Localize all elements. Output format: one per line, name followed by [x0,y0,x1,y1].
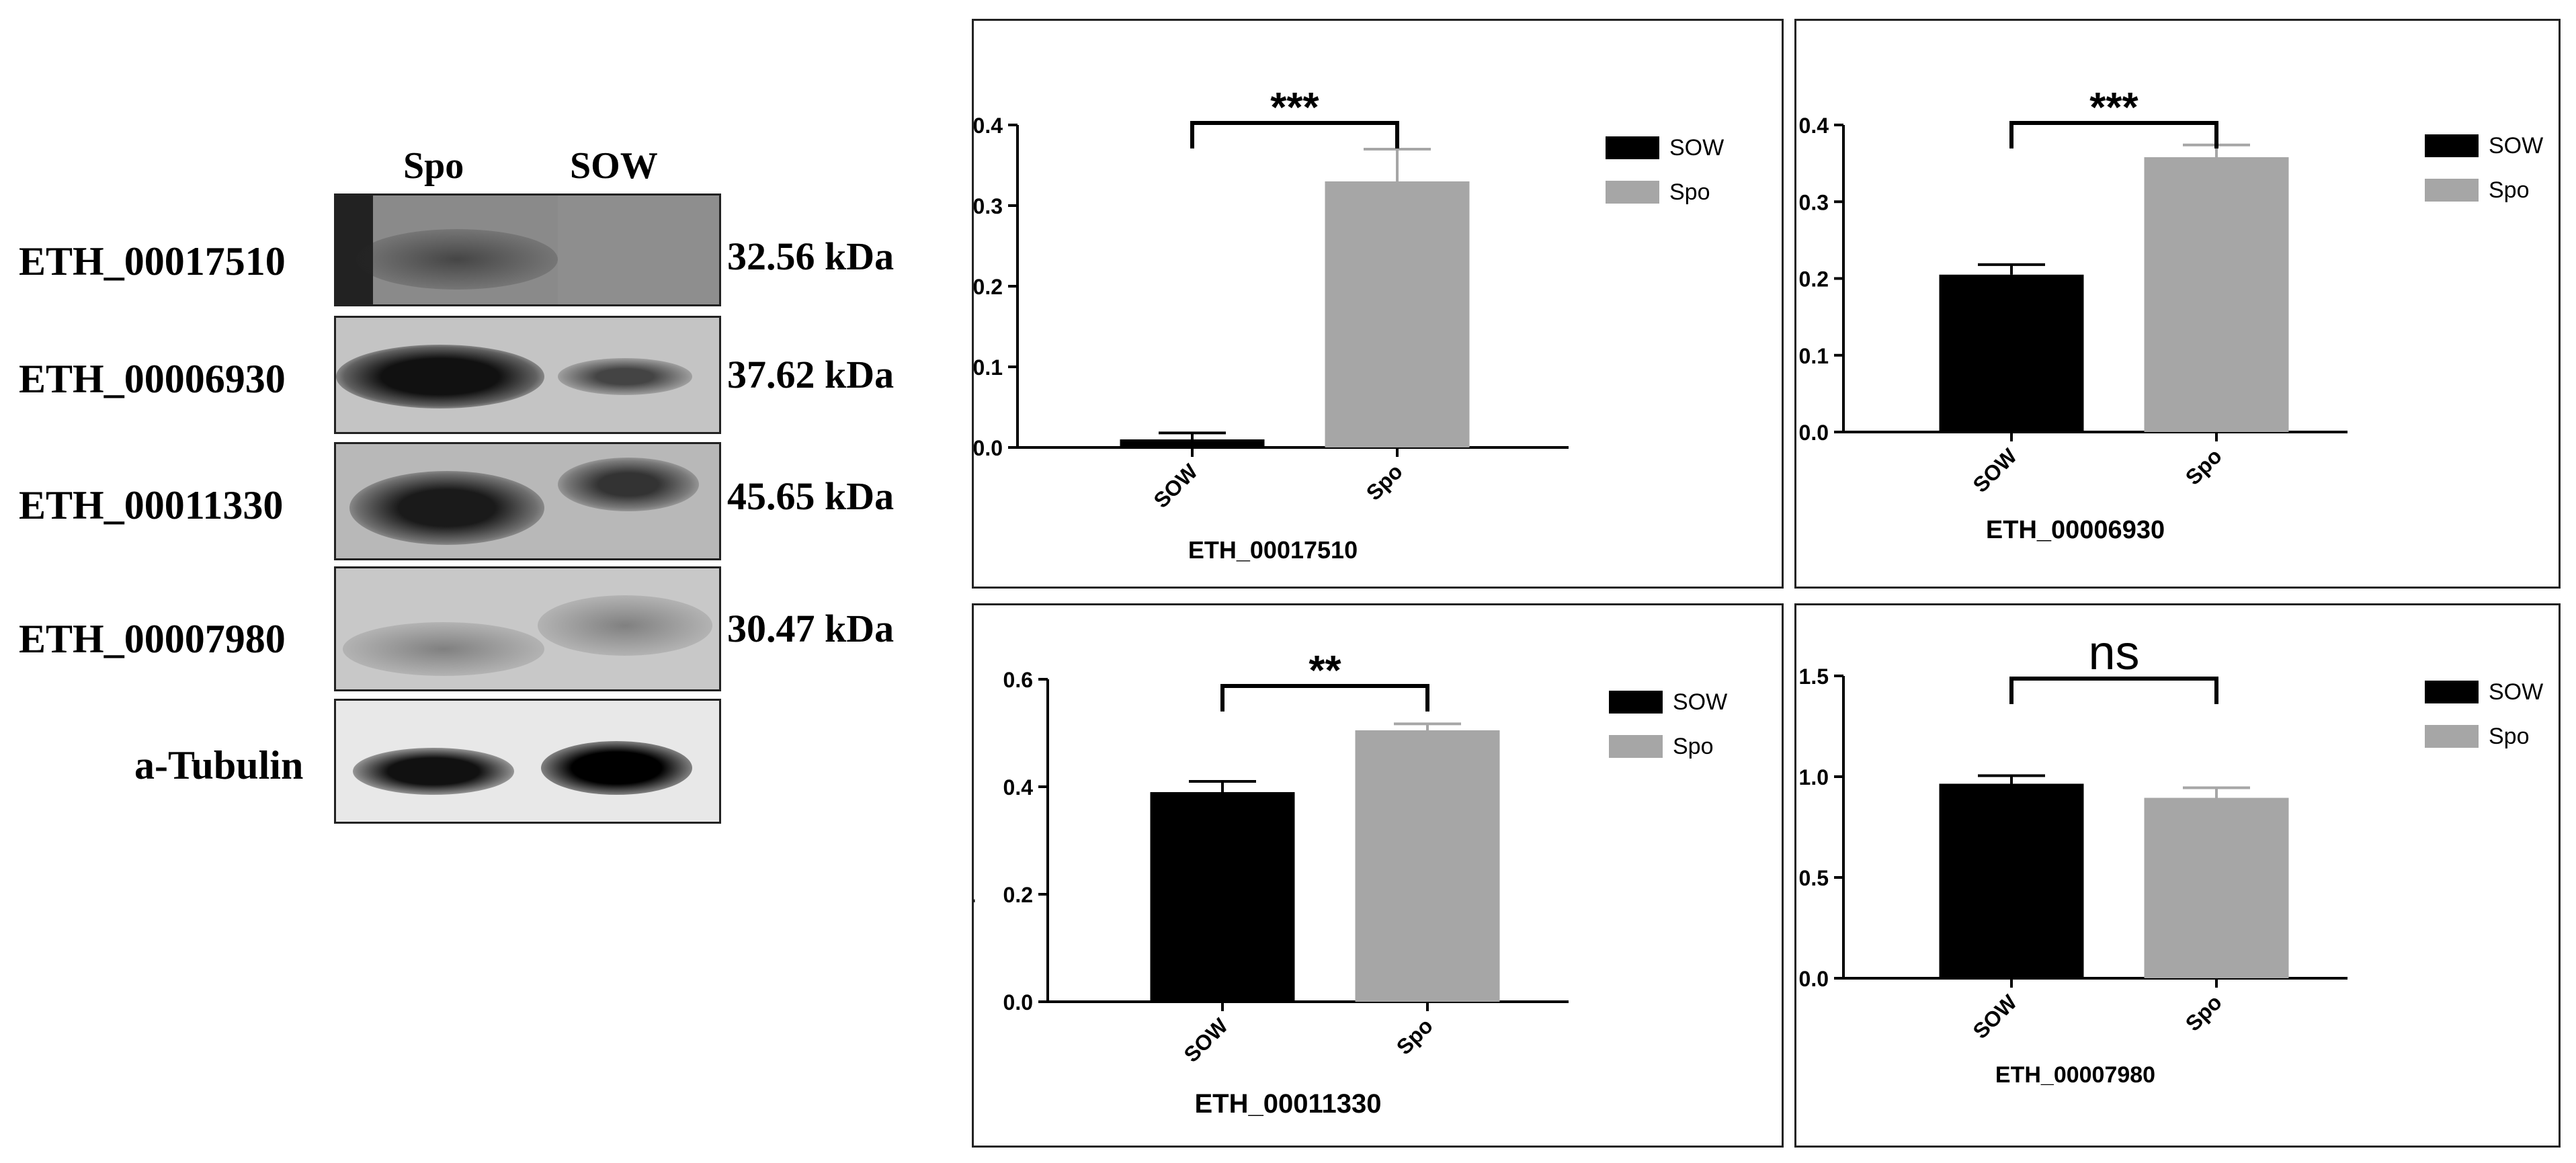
legend-label-spo: Spo [2489,177,2530,203]
lane-label-sow: SOW [570,145,658,187]
legend-swatch-sow [1609,691,1663,714]
y-tick-label: 1.5 [1799,664,1829,689]
legend-label-sow: SOW [1669,135,1724,161]
y-tick-label: 0.2 [974,275,1003,299]
bar-sow [1939,783,2084,978]
x-tick-label: Spo [2181,990,2227,1035]
x-tick-label: SOW [1968,443,2022,497]
bar-chart-eth-00006930: 0.00.10.20.30.4relative expression of tr… [1799,85,2544,544]
chart-panel-2: 0.00.10.20.30.4relative expression of tr… [1794,19,2561,589]
legend-label-spo: Spo [1673,734,1714,759]
x-tick-label: Spo [2181,443,2227,489]
blot-band-row-5 [334,699,721,824]
lane-label-spo: Spo [403,145,464,187]
y-tick-label: 0.0 [1799,421,1829,445]
bar-sow [1939,274,2084,432]
legend-label-sow: SOW [2489,679,2543,705]
blot-band-row-4 [334,566,721,691]
y-tick-label: 0.1 [1799,344,1829,368]
y-tick-label: 0.3 [1799,190,1829,214]
significance-label: ns [2088,626,2139,680]
bar-spo [2144,157,2289,433]
kda-label-1: 32.56 kDa [727,234,895,278]
kda-label-2: 37.62 kDa [727,353,895,396]
x-axis-label: ETH_00011330 [1194,1089,1381,1119]
y-tick-label: 0.2 [1799,267,1829,292]
bar-chart-eth-00007980: 0.00.51.01.5relative expression of trans… [1799,626,2544,1088]
bar-spo [1355,730,1500,1002]
bar-spo [2144,798,2289,978]
x-axis-label: ETH_00006930 [1986,516,2165,544]
chart-panel-3: 0.0 0.2 0.4 0.6 relative expression of trans… [972,603,1784,1148]
legend-label-spo: Spo [1669,179,1710,205]
protein-label-2: ETH_00006930 [19,357,286,401]
y-tick-label: 0.0 [1003,990,1033,1015]
legend-swatch-sow [2425,134,2479,157]
legend-swatch-spo [2425,725,2479,748]
legend-label-sow: SOW [2489,133,2543,159]
bar-chart-eth-00017510: 0.00.10.20.30.4relative expression of tr… [974,85,1724,564]
legend-label-spo: Spo [2489,724,2530,749]
chart-panel-4: 0.00.51.01.5relative expression of trans… [1794,603,2561,1148]
significance-label: *** [2089,85,2138,131]
bar-sow [1150,792,1295,1002]
y-tick-label: 0.4 [974,114,1003,138]
significance-label: ** [1308,648,1341,694]
y-tick-label: 0.0 [1799,967,1829,991]
x-tick-label: SOW [1968,990,2022,1043]
legend-swatch-spo [2425,179,2479,202]
blot-band-row-1 [334,193,721,306]
y-axis-label: relative expression of translation [974,672,975,1009]
kda-label-3: 45.65 kDa [727,474,895,518]
y-tick-label: 0.1 [974,355,1003,380]
kda-label-4: 30.47 kDa [727,607,895,650]
significance-bracket [2009,121,2218,148]
significance-bracket [1190,121,1399,148]
legend-swatch-spo [1606,181,1659,204]
y-tick-label: 0.6 [1003,668,1033,692]
y-tick-label: 0.4 [1799,114,1829,138]
significance-label: *** [1270,85,1319,131]
bar-chart-eth-00011330: 0.0 0.2 0.4 0.6 relative expression of trans… [974,648,1727,1119]
legend-swatch-sow [2425,681,2479,703]
x-tick-label: SOW [1179,1013,1233,1067]
legend-swatch-spo [1609,735,1663,758]
x-tick-label: SOW [1149,459,1202,513]
y-tick-label: 0.3 [974,194,1003,218]
significance-bracket [2009,677,2218,704]
y-tick-label: 0.0 [974,436,1003,460]
x-axis-label: ETH_00017510 [1188,536,1358,564]
blot-band-row-3 [334,442,721,560]
protein-label-5: a-Tubulin [134,743,304,787]
y-tick-label: 1.0 [1799,765,1829,789]
protein-label-1: ETH_00017510 [19,239,286,284]
protein-label-4: ETH_00007980 [19,617,286,661]
y-tick-label: 0.5 [1799,866,1829,890]
x-tick-label: Spo [1362,459,1407,505]
bar-spo [1325,181,1470,447]
chart-panel-1: 0.00.10.20.30.4relative expression of tr… [972,19,1784,589]
x-axis-label: ETH_00007980 [1995,1062,2155,1088]
legend-label-sow: SOW [1673,689,1727,715]
x-tick-label: Spo [1392,1013,1438,1059]
bar-sow [1120,439,1265,447]
y-tick-label: 0.2 [1003,883,1033,907]
significance-bracket [1220,684,1429,712]
protein-label-3: ETH_00011330 [19,483,284,527]
y-tick-label: 0.4 [1003,775,1034,800]
blot-band-row-2 [334,316,721,434]
legend-swatch-sow [1606,136,1659,159]
